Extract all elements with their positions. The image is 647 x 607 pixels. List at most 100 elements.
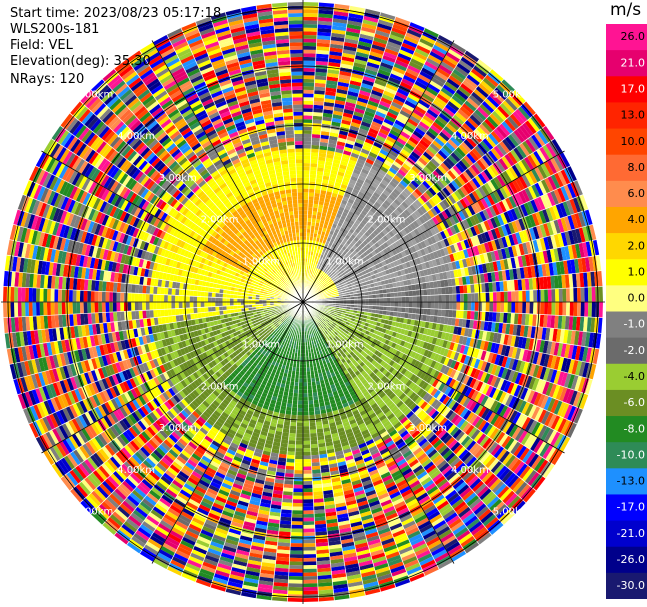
velocity-gate [449,270,455,279]
velocity-gate [372,294,377,299]
velocity-gate [316,272,320,277]
velocity-gate [494,271,500,282]
velocity-gate [185,295,190,302]
velocity-gate [303,35,317,39]
velocity-gate [539,276,545,290]
velocity-gate [497,105,510,119]
velocity-gate [433,242,440,251]
velocity-gate [374,175,383,183]
velocity-gate [197,290,202,297]
velocity-gate [331,271,336,276]
velocity-gate [303,119,313,123]
velocity-gate [471,177,481,189]
velocity-gate [112,302,117,312]
velocity-gate [495,281,501,292]
velocity-gate [567,165,577,182]
velocity-gate [465,181,475,193]
velocity-gate [294,130,303,134]
velocity-gate [366,174,375,182]
velocity-gate [438,212,446,222]
velocity-gate [410,238,418,246]
velocity-gate [521,122,534,137]
velocity-gate [433,266,439,274]
velocity-gate [330,282,335,286]
velocity-gate [390,191,399,199]
velocity-gate [338,274,343,279]
velocity-gate [293,210,299,215]
velocity-gate [494,238,501,250]
velocity-gate [568,273,574,288]
velocity-gate [367,171,377,179]
velocity-gate [425,220,433,229]
velocity-gate [517,255,524,268]
velocity-gate [229,302,234,306]
velocity-gate [438,131,450,142]
velocity-gate [312,119,323,124]
velocity-gate [436,241,443,250]
velocity-gate [329,287,334,291]
velocity-gate [500,248,507,260]
velocity-gate [358,213,366,220]
velocity-gate [442,198,451,209]
velocity-gate [543,193,553,208]
velocity-gate [436,223,444,233]
velocity-gate [473,245,480,256]
velocity-gate [480,170,491,183]
velocity-gate [410,151,421,160]
velocity-gate [303,104,314,109]
velocity-gate [303,217,308,222]
velocity-gate [550,234,557,249]
velocity-gate [412,108,425,118]
velocity-gate [456,268,462,278]
velocity-gate [291,188,298,193]
velocity-gate [462,196,471,207]
velocity-gate [138,302,143,311]
velocity-gate [378,262,384,268]
velocity-gate [363,285,368,290]
velocity-gate [211,302,216,307]
velocity-gate [472,214,481,225]
velocity-gate [332,262,338,267]
velocity-gate [382,241,389,249]
velocity-gate [586,271,592,288]
velocity-gate [363,194,371,201]
velocity-gate [313,279,316,283]
velocity-gate [553,155,564,171]
velocity-gate [426,288,431,296]
velocity-gate [329,288,334,292]
velocity-gate [404,241,411,249]
velocity-gate [534,182,544,197]
velocity-gate [313,289,318,293]
velocity-gate [324,260,329,266]
velocity-gate [396,281,401,288]
velocity-gate [518,218,526,231]
velocity-gate [562,288,567,302]
velocity-gate [370,283,375,288]
velocity-gate [514,256,520,269]
velocity-gate [514,162,525,176]
velocity-gate [293,214,299,219]
velocity-gate [369,216,377,224]
velocity-gate [507,222,516,235]
velocity-gate [464,267,470,277]
velocity-gate [477,186,487,198]
velocity-gate [531,184,541,198]
velocity-gate [420,154,431,164]
velocity-gate [416,207,425,216]
velocity-gate [539,224,547,238]
velocity-gate [290,181,297,186]
velocity-gate [419,139,430,149]
velocity-gate [473,224,481,236]
velocity-gate [465,194,475,206]
velocity-gate [87,302,92,314]
velocity-gate [453,243,460,253]
velocity-gate [521,189,531,203]
velocity-gate [404,248,410,256]
velocity-gate [448,75,463,86]
velocity-gate [340,269,345,274]
velocity-gate [511,290,516,302]
velocity-gate [401,243,408,251]
velocity-gate [548,206,557,221]
velocity-gate [496,291,501,302]
velocity-gate [422,222,430,231]
